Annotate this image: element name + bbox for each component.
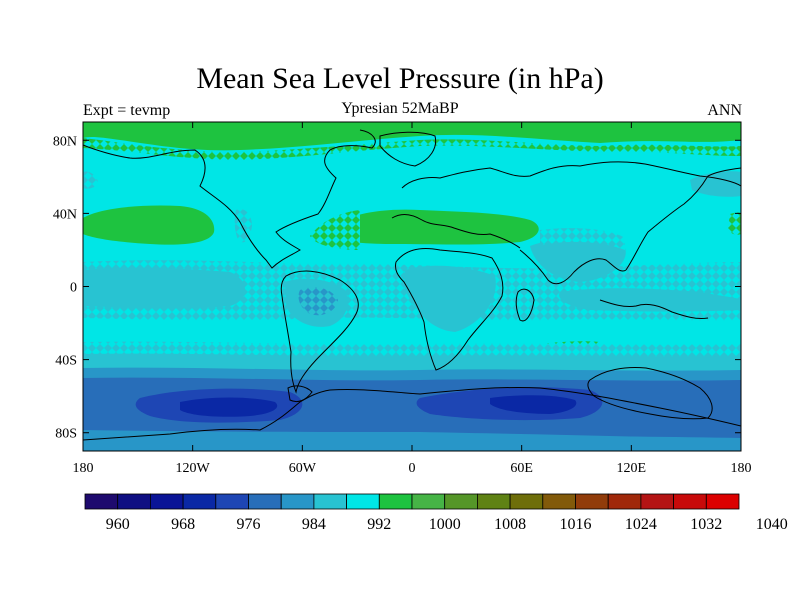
colorbar-label-9: 1032 (690, 516, 722, 533)
longitude-labels: 180 120W 60W 0 60E 120E 180 (73, 461, 752, 476)
colorbar-swatch-19 (705, 493, 740, 510)
arctic-high-speckle (83, 138, 741, 160)
lon-label-0: 180 (73, 461, 94, 476)
indian-island-coast (515, 288, 535, 322)
colorbar-label-10: 1040 (756, 516, 788, 533)
coastlines (83, 129, 741, 441)
colorbar-swatch-12 (476, 493, 511, 510)
colorbar (84, 493, 740, 510)
colorbar-labels: 960 968 976 984 992 1000 1008 1016 1024 1032 1040 (106, 516, 788, 533)
lat-label-2: 0 (70, 281, 77, 296)
colorbar-label-4: 992 (367, 516, 391, 533)
colorbar-swatch-5 (248, 493, 282, 510)
south-indian-low-inner (490, 395, 577, 414)
colorbar-swatch-9 (378, 493, 413, 510)
asia-monsoon-low-speckle (540, 228, 625, 250)
north-pacific-high (83, 205, 215, 245)
pressure-field (83, 122, 741, 451)
lat-label-3: 40S (55, 354, 77, 369)
lon-label-1: 120W (176, 461, 211, 476)
colorbar-swatch-18 (673, 493, 707, 510)
south-america-low-speckle (298, 287, 338, 316)
south-america-coast (280, 270, 359, 394)
season-label: ANN (707, 102, 742, 119)
colorbar-swatch-8 (346, 493, 380, 510)
north-atlantic-west-low (83, 171, 98, 189)
lat-label-4: 80S (55, 427, 77, 442)
colorbar-swatch-17 (640, 493, 675, 510)
lon-label-2: 60W (289, 461, 317, 476)
africa-coast (395, 248, 504, 371)
asia-monsoon-low (530, 238, 626, 282)
north-america-coast (83, 129, 376, 269)
gulf-low (234, 208, 252, 243)
lon-label-3: 0 (409, 461, 416, 476)
colorbar-swatch-2 (149, 493, 184, 510)
north-pacific-low (690, 171, 741, 197)
axis-ticks (82, 122, 742, 451)
colorbar-swatch-0 (84, 493, 119, 510)
arctic-high-region (83, 122, 741, 151)
colorbar-label-6: 1008 (494, 516, 526, 533)
colorbar-label-2: 976 (237, 516, 261, 533)
colorbar-label-8: 1024 (625, 516, 657, 533)
north-atlantic-high-speckle (310, 210, 360, 250)
map-title: Mean Sea Level Pressure (in hPa) (196, 62, 604, 95)
lat-label-0: 80N (53, 134, 77, 149)
colorbar-label-7: 1016 (560, 516, 592, 533)
colorbar-swatch-1 (117, 493, 151, 510)
colorbar-swatch-16 (607, 493, 642, 510)
antarctica-coast (83, 386, 741, 441)
lon-label-4: 60E (510, 461, 533, 476)
antarctic-high (83, 434, 741, 451)
experiment-label: Expt = tevmp (83, 102, 171, 119)
lon-label-6: 180 (731, 461, 752, 476)
east-pacific-high-edge (728, 212, 741, 235)
colorbar-swatch-11 (444, 493, 478, 510)
colorbar-swatch-10 (411, 493, 446, 510)
lon-label-5: 120E (617, 461, 647, 476)
colorbar-swatch-3 (182, 493, 217, 510)
colorbar-swatch-13 (509, 493, 544, 510)
africa-low (405, 265, 496, 332)
colorbar-label-0: 960 (106, 516, 130, 533)
colorbar-label-1: 968 (171, 516, 195, 533)
equatorial-low-core-west (83, 267, 245, 309)
latitude-labels: 80N 40N 0 40S 80S (53, 134, 77, 441)
arabia-india-coast (519, 249, 627, 285)
colorbar-swatch-15 (575, 493, 609, 510)
colorbar-swatch-14 (542, 493, 576, 510)
colorbar-label-5: 1000 (429, 516, 461, 533)
greenland-coast (379, 131, 437, 167)
south-pacific-low-inner (180, 397, 278, 417)
europe-coast (401, 161, 741, 189)
western-pacific-low (559, 288, 741, 312)
colorbar-label-3: 984 (302, 516, 326, 533)
asia-east-coast (625, 167, 741, 271)
antarctic-peninsula-coast (287, 385, 313, 403)
southeast-asia-coast (599, 299, 709, 319)
colorbar-swatch-6 (280, 493, 315, 510)
mediterranean-coast (391, 213, 521, 249)
north-atlantic-high (329, 209, 539, 245)
colorbar-swatch-7 (313, 493, 347, 510)
map-subtitle: Ypresian 52MaBP (341, 100, 459, 117)
lat-label-1: 40N (53, 207, 77, 222)
colorbar-swatch-4 (215, 493, 249, 510)
